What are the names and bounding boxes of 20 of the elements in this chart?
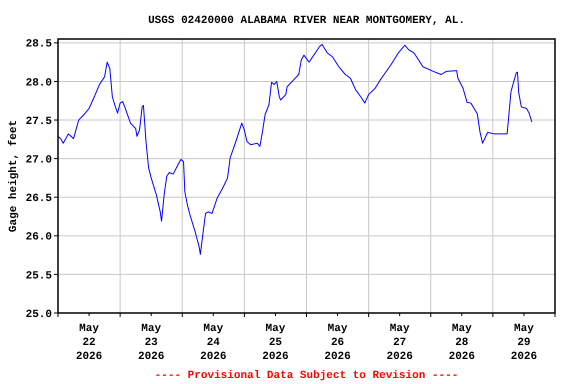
y-tick-label: 25.5 [26,270,52,282]
x-tick-label: May 29 2026 [510,323,538,363]
y-tick-label: 28.5 [26,38,52,51]
text: ---- Provisional Data Subject to Revision ---- [154,370,458,382]
x-tick-label: May 28 2026 [448,323,476,363]
x-tick-label: May 27 2026 [386,323,413,363]
line-series [58,44,532,255]
x-tick-label: May 26 2026 [324,323,351,363]
x-tick-label: May 24 2026 [200,323,227,363]
y-axis-title: Gage height, feet [7,120,20,232]
y-tick-label: 26.0 [26,232,52,244]
y-tick-label: 26.5 [26,193,52,206]
chart-title: USGS 02420000 ALABAMA RIVER NEAR MONTGOMERY, AL. [148,15,465,27]
x-tick-label: May 22 2026 [76,323,102,363]
y-tick-label: 27.5 [26,116,52,128]
x-tick-label: May 25 2026 [262,323,289,363]
y-tick-label: 27.0 [26,154,52,166]
y-tick-label: 28.0 [26,77,52,90]
y-tick-label: 25.0 [26,308,52,321]
x-tick-label: May 23 2026 [138,323,164,363]
